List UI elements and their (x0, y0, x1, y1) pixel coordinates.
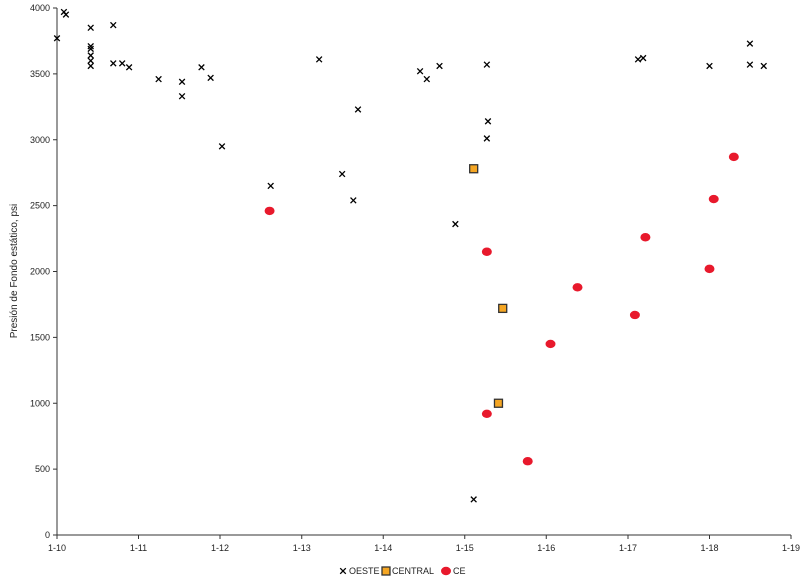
point-oeste (436, 62, 443, 70)
point-oeste (207, 74, 214, 82)
point-ce (629, 310, 640, 320)
point-oeste (118, 60, 126, 67)
point-oeste (354, 106, 362, 113)
legend-marker-oeste (339, 567, 347, 575)
y-tick-label: 4000 (30, 3, 50, 13)
point-oeste (746, 40, 754, 47)
data-points (53, 8, 768, 503)
y-tick-label: 2000 (30, 267, 50, 277)
point-oeste (53, 35, 61, 42)
legend-label-central: CENTRAL (392, 566, 434, 576)
y-tick-label: 500 (35, 464, 50, 474)
y-tick-label: 2500 (30, 201, 50, 211)
point-oeste (87, 42, 94, 50)
x-tick-label: 1-15 (456, 543, 474, 553)
point-oeste (125, 64, 133, 71)
point-oeste (350, 197, 357, 204)
legend: OESTE CENTRAL CE (339, 566, 466, 576)
legend-marker-ce (441, 566, 451, 576)
point-oeste (746, 61, 754, 68)
point-oeste (198, 64, 205, 71)
point-oeste (338, 170, 346, 178)
point-central (498, 303, 508, 314)
point-oeste (483, 135, 491, 142)
y-tick-label: 3000 (30, 135, 50, 145)
x-tick-label: 1-14 (374, 543, 392, 553)
point-oeste (452, 220, 459, 228)
point-ce (704, 264, 715, 274)
y-tick-label: 3500 (30, 69, 50, 79)
point-oeste (178, 78, 186, 86)
point-ce (640, 233, 651, 242)
x-tick-label: 1-10 (48, 543, 66, 553)
point-oeste (110, 21, 117, 29)
x-tick-label: 1-11 (130, 543, 147, 553)
y-axis-ticks: 0 500 1000 1500 2000 2500 3000 3500 4000 (30, 3, 57, 540)
point-central (469, 164, 479, 174)
legend-label-oeste: OESTE (349, 566, 380, 576)
x-tick-label: 1-19 (782, 543, 800, 553)
point-ce (728, 152, 739, 162)
x-tick-label: 1-18 (700, 543, 718, 553)
axes (56, 8, 791, 536)
point-oeste (760, 62, 768, 70)
point-ce (572, 283, 583, 292)
y-tick-label: 1500 (30, 332, 50, 342)
point-ce (545, 339, 556, 349)
y-tick-label: 0 (45, 530, 50, 540)
point-oeste (87, 57, 94, 64)
point-oeste (267, 182, 274, 190)
point-oeste (423, 75, 431, 83)
point-ce (264, 206, 275, 216)
point-ce (708, 194, 719, 204)
point-ce (481, 247, 492, 256)
point-oeste (155, 75, 162, 83)
point-oeste (484, 118, 492, 125)
point-central (493, 398, 504, 408)
point-oeste (178, 93, 186, 100)
legend-marker-central (381, 566, 391, 576)
x-axis-ticks: 1-10 1-11 1-12 1-13 1-14 1-15 1-16 1-17 1-18 1-19 (48, 535, 800, 553)
point-oeste (634, 56, 642, 63)
point-oeste (110, 60, 117, 67)
point-oeste (62, 11, 70, 18)
point-oeste (218, 143, 226, 150)
x-tick-label: 1-13 (293, 543, 311, 553)
y-axis-title: Presión de Fondo estático, psi (9, 204, 20, 339)
point-oeste (470, 496, 477, 503)
x-tick-label: 1-17 (619, 543, 637, 553)
y-tick-label: 1000 (30, 398, 50, 408)
legend-label-ce: CE (453, 566, 466, 576)
x-tick-label: 1-12 (211, 543, 229, 553)
point-oeste (483, 61, 491, 68)
point-oeste (87, 45, 94, 53)
point-oeste (87, 62, 94, 70)
point-oeste (87, 24, 94, 32)
point-ce (481, 409, 492, 418)
point-oeste (416, 67, 424, 75)
point-oeste (639, 54, 647, 62)
x-tick-label: 1-16 (537, 543, 555, 553)
point-oeste (87, 52, 94, 59)
point-ce (522, 457, 533, 466)
point-oeste (315, 56, 323, 63)
point-oeste (706, 62, 713, 70)
